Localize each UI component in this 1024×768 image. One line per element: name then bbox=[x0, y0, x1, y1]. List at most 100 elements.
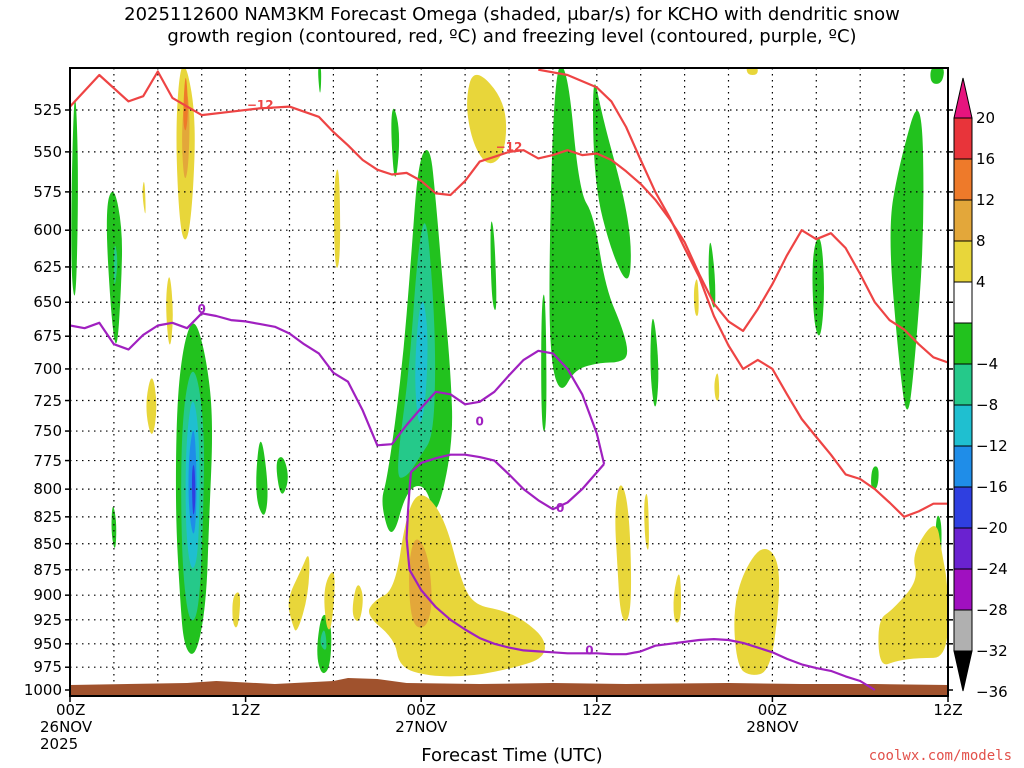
colorbar-band-1 bbox=[953, 158, 973, 201]
y-tick-label-525: 525 bbox=[33, 101, 62, 119]
omega-region-26 bbox=[890, 110, 924, 410]
colorbar-band-3 bbox=[953, 240, 973, 283]
y-tick-label-675: 675 bbox=[33, 327, 62, 346]
y-tick-label-650: 650 bbox=[33, 293, 62, 312]
omega-region-21 bbox=[593, 84, 631, 279]
colorbar-band-9 bbox=[953, 486, 973, 529]
y-tick-label-1000: 1000 bbox=[23, 681, 62, 699]
omega-region-47 bbox=[714, 373, 720, 401]
omega-region-8 bbox=[191, 465, 196, 515]
y-tick-label-975: 975 bbox=[33, 658, 62, 677]
colorbar-band-12 bbox=[953, 609, 973, 652]
colorbar-tick-8: −16 bbox=[976, 478, 1008, 496]
colorbar-band-8 bbox=[953, 445, 973, 488]
colorbar-band-4 bbox=[953, 281, 973, 324]
source-credit: coolwx.com/models bbox=[868, 748, 1012, 764]
x-tick-label-5: 12Z bbox=[922, 702, 974, 719]
x-tick-label-line-0-1: 26NOV bbox=[40, 718, 93, 736]
axis-ticks bbox=[65, 109, 953, 702]
omega-region-36 bbox=[333, 169, 341, 268]
omega-region-42 bbox=[467, 74, 507, 164]
omega-region-34 bbox=[146, 378, 157, 434]
y-tick-label-825: 825 bbox=[33, 507, 62, 526]
x-tick-label-line-5-0: 12Z bbox=[933, 701, 963, 719]
terrain-surface bbox=[70, 678, 948, 696]
colorbar-band-7 bbox=[953, 404, 973, 447]
x-tick-label-line-0-2: 2025 bbox=[40, 735, 79, 753]
y-tick-label-625: 625 bbox=[33, 257, 62, 276]
colorbar-tick-9: −20 bbox=[976, 519, 1008, 537]
y-tick-label-800: 800 bbox=[33, 480, 62, 499]
contour-labels: −12 −12 0 0 0 0 bbox=[198, 98, 594, 658]
plot-frame bbox=[69, 67, 949, 697]
colorbar-tick-5: −4 bbox=[976, 355, 999, 373]
colorbar-tick-4: 4 bbox=[976, 273, 986, 291]
omega-region-38 bbox=[324, 572, 335, 630]
terrain-layer bbox=[70, 678, 948, 696]
x-tick-label-3: 12Z bbox=[571, 702, 623, 719]
colorbar-band-6 bbox=[953, 363, 973, 406]
omega-region-19 bbox=[541, 294, 547, 432]
omega-region-0 bbox=[71, 99, 78, 296]
y-tick-label-575: 575 bbox=[33, 182, 62, 201]
y-tick-label-900: 900 bbox=[33, 586, 62, 605]
y-tick-label-875: 875 bbox=[33, 560, 62, 579]
contour-line-2 bbox=[70, 312, 606, 465]
colorbar-tick-3: 8 bbox=[976, 232, 986, 250]
omega-region-41 bbox=[409, 539, 432, 628]
omega-region-2 bbox=[113, 245, 118, 285]
contour-line-3 bbox=[405, 453, 876, 691]
omega-region-44 bbox=[644, 493, 649, 550]
contour-lines bbox=[70, 68, 948, 691]
y-tick-label-850: 850 bbox=[33, 534, 62, 553]
y-tick-label-750: 750 bbox=[33, 422, 62, 441]
omega-region-43 bbox=[615, 485, 632, 622]
omega-region-10 bbox=[276, 457, 288, 494]
omega-region-24 bbox=[812, 238, 824, 336]
omega-region-31 bbox=[183, 78, 188, 131]
omega-region-35 bbox=[232, 592, 241, 628]
contour-label-2: 0 bbox=[198, 302, 206, 316]
y-tick-label-700: 700 bbox=[33, 359, 62, 378]
x-tick-label-4: 00Z 28NOV bbox=[746, 702, 798, 736]
omega-shading bbox=[71, 68, 948, 677]
omega-region-9 bbox=[256, 441, 268, 515]
y-tick-label-725: 725 bbox=[33, 391, 62, 410]
omega-region-45 bbox=[673, 574, 682, 623]
contour-line-0 bbox=[70, 70, 948, 364]
x-tick-label-2: 00Z 27NOV bbox=[395, 702, 447, 736]
y-tick-label-775: 775 bbox=[33, 451, 62, 470]
x-tick-label-line-4-1: 28NOV bbox=[746, 718, 799, 736]
omega-region-37 bbox=[288, 556, 310, 631]
contour-label-1: −12 bbox=[496, 140, 523, 154]
omega-region-14 bbox=[391, 108, 400, 177]
omega-region-40 bbox=[368, 495, 545, 677]
contour-label-0: −12 bbox=[247, 98, 274, 112]
colorbar-tick-13: −36 bbox=[976, 683, 1008, 701]
colorbar-band-5 bbox=[953, 322, 973, 365]
contour-label-5: 0 bbox=[585, 643, 593, 657]
omega-region-23 bbox=[708, 242, 716, 308]
colorbar-band-10 bbox=[953, 527, 973, 570]
contour-label-3: 0 bbox=[476, 414, 484, 428]
omega-region-18 bbox=[490, 221, 497, 311]
omega-region-50 bbox=[878, 526, 948, 665]
omega-region-13 bbox=[318, 68, 322, 93]
omega-region-49 bbox=[746, 68, 758, 75]
colorbar bbox=[953, 77, 973, 692]
x-tick-label-line-1-0: 12Z bbox=[230, 701, 261, 719]
colorbar-tick-10: −24 bbox=[976, 560, 1008, 578]
x-tick-label-line-2-1: 27NOV bbox=[395, 718, 448, 736]
y-tick-label-600: 600 bbox=[33, 221, 62, 240]
y-tick-label-950: 950 bbox=[33, 634, 62, 653]
x-tick-label-line-2-0: 00Z bbox=[406, 701, 436, 719]
chart-title-line-2: growth region (contoured, red, ºC) and f… bbox=[167, 26, 857, 47]
omega-region-39 bbox=[352, 585, 363, 622]
omega-region-22 bbox=[650, 318, 659, 407]
colorbar-band-2 bbox=[953, 199, 973, 242]
x-axis-title: Forecast Time (UTC) bbox=[421, 745, 603, 766]
colorbar-under-arrow bbox=[953, 650, 973, 692]
colorbar-tick-1: 16 bbox=[976, 150, 996, 168]
colorbar-tick-2: 12 bbox=[976, 191, 996, 209]
